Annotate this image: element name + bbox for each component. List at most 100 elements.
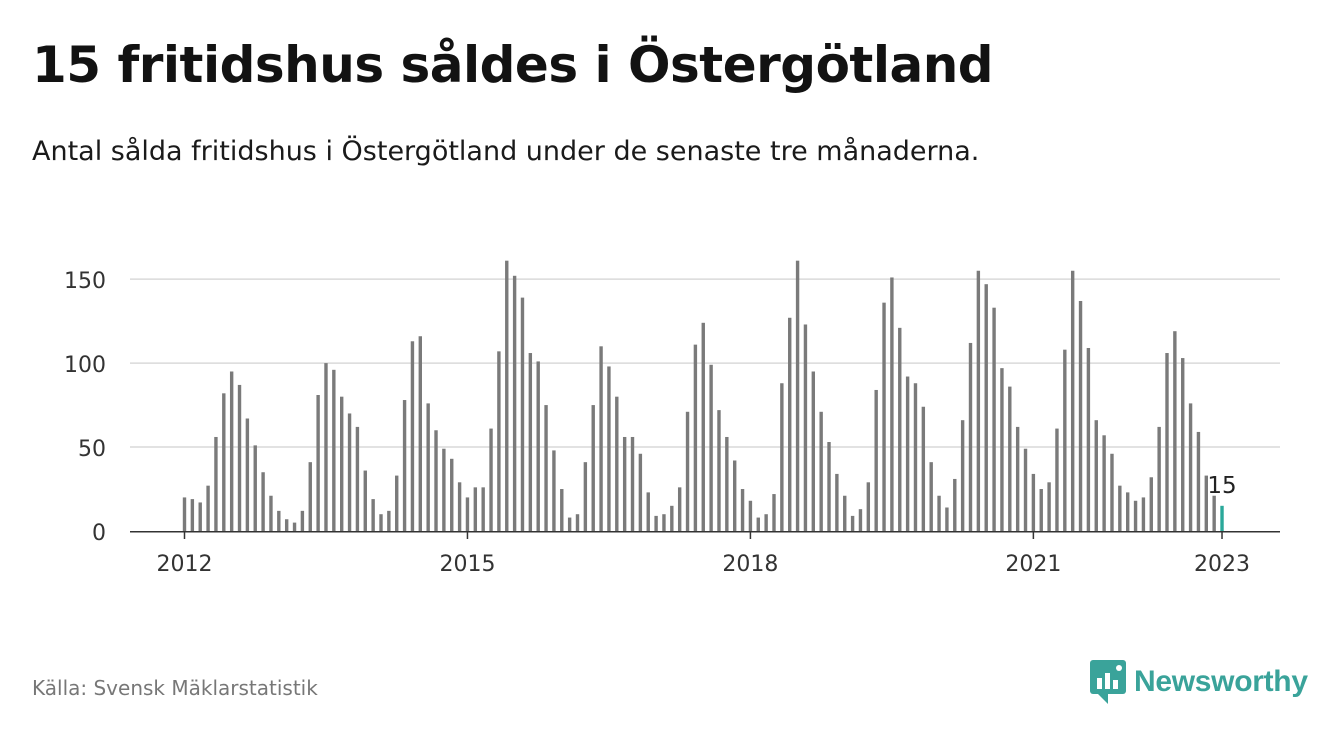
bar bbox=[512, 275, 517, 531]
x-tick-label: 2012 bbox=[157, 552, 213, 577]
bar bbox=[748, 500, 753, 531]
bar bbox=[992, 307, 996, 531]
y-tick-label: 50 bbox=[78, 437, 106, 462]
bar bbox=[1196, 431, 1201, 531]
bar bbox=[222, 393, 226, 531]
bar bbox=[379, 514, 383, 531]
bar bbox=[300, 510, 305, 531]
gridlines bbox=[130, 278, 1280, 448]
bar bbox=[1031, 473, 1036, 531]
bar bbox=[1110, 453, 1114, 531]
bar bbox=[198, 502, 202, 531]
bar bbox=[442, 448, 446, 531]
bar bbox=[269, 495, 273, 531]
brand-name: Newsworthy bbox=[1134, 665, 1308, 698]
bar bbox=[662, 514, 666, 531]
bar bbox=[355, 426, 360, 531]
bar bbox=[1133, 500, 1138, 531]
bar bbox=[1070, 270, 1075, 531]
newsworthy-logo-icon bbox=[1090, 660, 1126, 704]
bar bbox=[945, 507, 949, 531]
bar bbox=[827, 442, 831, 531]
bar bbox=[819, 411, 823, 531]
bar bbox=[740, 489, 745, 531]
bar bbox=[677, 487, 682, 531]
bar bbox=[607, 366, 611, 531]
bar bbox=[1102, 435, 1106, 531]
bar bbox=[182, 497, 187, 531]
bar bbox=[772, 494, 776, 531]
bar bbox=[560, 489, 564, 531]
bar bbox=[1141, 497, 1146, 531]
bar bbox=[638, 453, 643, 531]
bar bbox=[835, 473, 839, 531]
bar bbox=[1063, 349, 1067, 531]
bar bbox=[253, 445, 257, 531]
bar bbox=[756, 517, 760, 531]
bar bbox=[1126, 492, 1130, 531]
bar bbox=[395, 475, 399, 531]
bar bbox=[1157, 426, 1161, 531]
bar bbox=[615, 396, 619, 531]
bar bbox=[324, 363, 328, 531]
bar bbox=[890, 277, 894, 531]
bar bbox=[387, 510, 391, 531]
bar bbox=[976, 270, 981, 531]
bar bbox=[245, 418, 250, 531]
bar bbox=[937, 495, 941, 531]
bar bbox=[567, 517, 572, 531]
bar bbox=[685, 411, 690, 531]
x-axis-ticks: 2012 2015 2018 2021 2023 bbox=[157, 531, 1250, 577]
bar bbox=[795, 260, 800, 531]
bar bbox=[190, 499, 195, 531]
bar bbox=[968, 342, 973, 531]
bar bbox=[332, 369, 336, 531]
bar bbox=[874, 389, 878, 531]
bar bbox=[1181, 358, 1185, 531]
bar bbox=[960, 420, 965, 531]
bar bbox=[599, 346, 603, 531]
bar bbox=[921, 406, 926, 531]
bar bbox=[1212, 495, 1216, 531]
bar bbox=[528, 353, 533, 531]
bar bbox=[284, 519, 289, 531]
bar bbox=[630, 436, 635, 531]
bar bbox=[316, 395, 320, 531]
bar bbox=[497, 351, 501, 531]
bar bbox=[1204, 475, 1208, 531]
bar bbox=[1165, 353, 1169, 531]
bar bbox=[709, 364, 713, 531]
bars bbox=[182, 260, 1224, 531]
bar bbox=[1078, 300, 1083, 531]
bar bbox=[1149, 477, 1153, 531]
bar bbox=[292, 522, 297, 531]
bar bbox=[261, 472, 265, 531]
bar bbox=[371, 499, 375, 531]
bar bbox=[1173, 331, 1177, 531]
bar bbox=[1047, 482, 1051, 531]
x-tick-label: 2015 bbox=[439, 552, 495, 577]
bar bbox=[583, 462, 588, 531]
bar bbox=[520, 297, 525, 531]
bar bbox=[1039, 489, 1043, 531]
x-tick-label: 2023 bbox=[1194, 552, 1250, 577]
bar bbox=[693, 344, 698, 531]
bar bbox=[803, 324, 808, 531]
bar bbox=[654, 515, 658, 531]
bar-latest bbox=[1220, 505, 1224, 531]
bar bbox=[214, 436, 218, 531]
bar bbox=[363, 470, 367, 531]
bar bbox=[206, 485, 210, 531]
bar bbox=[780, 383, 784, 531]
bar bbox=[1086, 347, 1091, 531]
bar-chart: 0 50 100 150 2012 2015 2018 2021 2023 15 bbox=[64, 260, 1280, 577]
bar bbox=[402, 400, 407, 531]
bar bbox=[1055, 428, 1059, 531]
bar bbox=[347, 413, 352, 531]
bar bbox=[1000, 368, 1004, 531]
bar bbox=[591, 405, 595, 531]
bar bbox=[481, 487, 485, 531]
bar bbox=[858, 509, 863, 531]
bar bbox=[1015, 426, 1020, 531]
bar bbox=[552, 450, 556, 531]
